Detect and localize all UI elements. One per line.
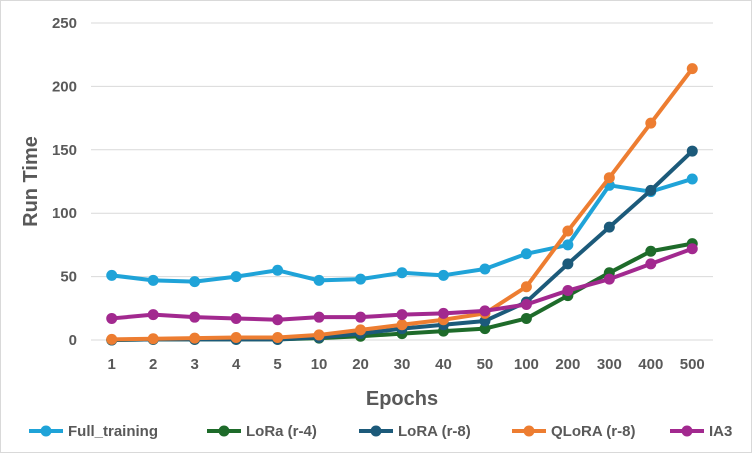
y-tick-label: 0 [69,332,77,349]
x-tick-label: 20 [352,356,369,373]
data-point [106,312,118,324]
data-point [272,314,284,326]
x-tick-label: 300 [597,356,622,373]
x-tick-label: 3 [190,356,198,373]
series-line [109,66,695,342]
data-point [147,333,159,345]
y-axis-ticks: 0 50 100 150 200 250 [52,15,77,349]
data-point [230,312,242,324]
data-point [313,311,325,323]
legend-entry: Full_training [29,423,158,440]
x-axis-ticks: 1 2 3 4 5 10 20 30 40 50 100 200 300 400 500 [108,356,705,373]
legend-swatch-marker [370,425,382,437]
data-point [686,243,698,255]
data-point [355,273,367,285]
data-point [520,248,532,260]
y-tick-label: 100 [52,205,77,222]
data-point [686,145,698,157]
data-point [645,117,657,129]
x-tick-label: 4 [232,356,241,373]
legend-entry: LoRa (r-4) [207,423,317,440]
data-point [479,263,491,275]
data-point [562,258,574,270]
data-point [562,225,574,237]
data-point [272,331,284,343]
data-point [437,307,449,319]
legend-swatch-marker [40,425,52,437]
y-tick-label: 50 [60,269,77,286]
legend-label: Full_training [68,423,158,440]
data-point [230,271,242,283]
series-3 [106,63,698,345]
data-point [313,329,325,341]
data-point [686,63,698,75]
legend-swatch-marker [681,425,693,437]
series-0 [106,173,698,288]
legend-entry: LoRA (r-8) [359,423,471,440]
legend-label: LoRA (r-8) [398,423,471,440]
legend-label: IA3 [709,423,732,440]
data-point [520,312,532,324]
data-point [230,331,242,343]
data-point [479,315,491,327]
legend-entry: IA3 [670,423,732,440]
data-point [355,324,367,336]
legend-swatch-marker [523,425,535,437]
x-tick-label: 500 [680,356,705,373]
data-point [396,319,408,331]
series-4 [106,243,698,326]
legend-entry: QLoRA (r-8) [512,423,635,440]
data-point [479,305,491,317]
legend-swatch-marker [218,425,230,437]
x-tick-label: 2 [149,356,157,373]
legend-label: QLoRA (r-8) [551,423,635,440]
data-point [479,323,491,335]
x-tick-label: 1 [108,356,116,373]
gridlines [91,22,713,341]
data-point [106,269,118,281]
data-point [562,239,574,251]
data-point [562,285,574,297]
data-point [355,311,367,323]
series-lines [106,63,698,346]
y-axis-title: Run Time [20,136,42,227]
data-point [603,273,615,285]
data-point [645,184,657,196]
x-tick-label: 100 [514,356,539,373]
x-tick-label: 40 [435,356,452,373]
x-tick-label: 200 [555,356,580,373]
data-point [645,258,657,270]
data-point [686,173,698,185]
x-tick-label: 5 [273,356,281,373]
legend-label: LoRa (r-4) [246,423,317,440]
x-tick-label: 10 [311,356,328,373]
data-point [147,274,159,286]
data-point [520,281,532,293]
y-tick-label: 200 [52,78,77,95]
data-point [437,269,449,281]
data-point [147,309,159,321]
x-axis-title: Epochs [366,388,438,410]
data-point [189,311,201,323]
data-point [313,274,325,286]
x-tick-label: 30 [394,356,411,373]
data-point [189,332,201,344]
data-point [520,298,532,310]
y-tick-label: 250 [52,15,77,32]
y-tick-label: 150 [52,142,77,159]
legend: Full_training LoRa (r-4) LoRA (r-8) QLoRA (… [29,423,732,440]
x-tick-label: 400 [638,356,663,373]
data-point [272,264,284,276]
x-tick-label: 50 [477,356,494,373]
data-point [396,267,408,279]
data-point [603,172,615,184]
data-point [645,245,657,257]
data-point [603,221,615,233]
data-point [396,309,408,321]
data-point [106,333,118,345]
data-point [189,276,201,288]
